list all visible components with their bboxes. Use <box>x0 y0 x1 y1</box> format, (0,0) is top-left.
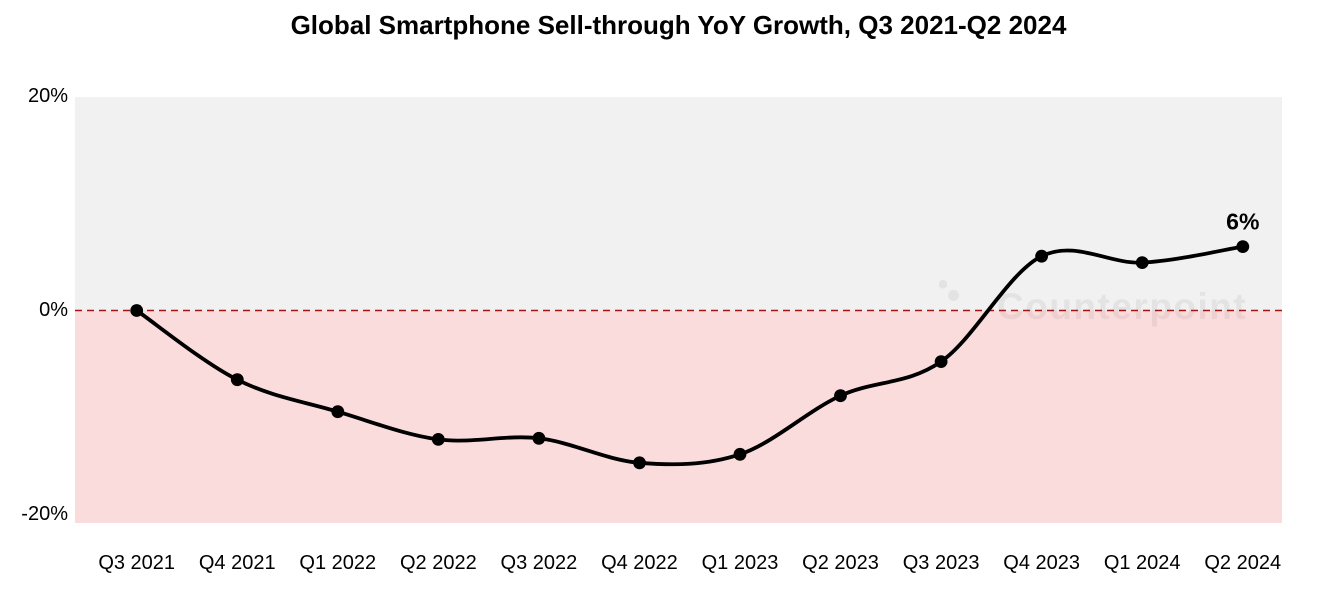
x-axis-label: Q2 2023 <box>802 552 879 574</box>
data-point <box>431 433 445 446</box>
data-label-last-point: 6% <box>1226 209 1259 235</box>
data-point <box>331 405 345 419</box>
data-point <box>1035 249 1048 263</box>
watermark-text: Counterpoint <box>997 286 1247 327</box>
x-axis-label: Q1 2022 <box>299 552 377 574</box>
x-axis-label: Q3 2022 <box>500 552 578 574</box>
data-point <box>934 355 948 368</box>
watermark: Counterpoint <box>938 280 1247 327</box>
data-point <box>230 373 244 387</box>
x-axis-label: Q3 2021 <box>98 552 176 574</box>
counterpoint-logo-dot <box>948 290 959 301</box>
x-axis-label: Q1 2023 <box>701 552 779 574</box>
data-point <box>1135 256 1149 269</box>
positive-band <box>75 97 1282 311</box>
y-axis-label: 20% <box>27 85 68 107</box>
data-point <box>130 304 144 317</box>
y-axis-label: -20% <box>21 503 68 525</box>
x-axis-label: Q2 2022 <box>399 552 477 574</box>
x-axis-label: Q4 2022 <box>601 552 678 574</box>
series-line <box>134 244 1245 467</box>
negative-band <box>75 310 1282 523</box>
data-point <box>532 431 546 445</box>
x-axis-label: Q4 2021 <box>198 552 276 574</box>
x-axis-label: Q4 2023 <box>1003 552 1080 574</box>
data-point <box>1236 240 1250 254</box>
data-point <box>733 447 747 461</box>
data-point <box>633 456 646 470</box>
x-axis-label: Q1 2024 <box>1103 552 1181 574</box>
chart-title: Global Smartphone Sell-through YoY Growt… <box>290 10 1067 40</box>
x-axis-label: Q2 2024 <box>1204 552 1282 574</box>
data-point <box>834 389 847 403</box>
x-axis-label: Q3 2023 <box>902 552 980 574</box>
y-axis-label: 0% <box>39 299 68 321</box>
